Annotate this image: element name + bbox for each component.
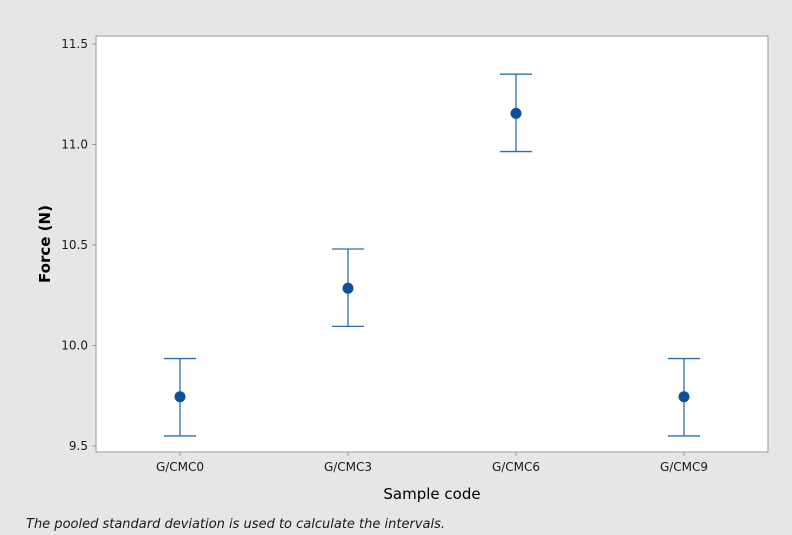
plot-area: [95, 35, 769, 453]
x-tick-label: G/CMC9: [660, 460, 708, 474]
x-tick-label: G/CMC6: [492, 460, 540, 474]
y-tick-label: 10.0: [61, 338, 88, 352]
x-tick-label: G/CMC0: [156, 460, 204, 474]
x-axis: G/CMC0 G/CMC3 G/CMC6 G/CMC9: [156, 452, 708, 474]
footnote: The pooled standard deviation is used to…: [26, 517, 445, 532]
x-axis-title: Sample code: [383, 485, 480, 503]
y-axis-title: Force (N): [36, 205, 54, 283]
mean-point: [342, 282, 354, 294]
mean-point: [510, 107, 522, 119]
interval-series: [164, 73, 700, 437]
y-tick-label: 10.5: [61, 238, 88, 252]
y-tick-label: 11.5: [61, 37, 88, 51]
y-tick-label: 9.5: [69, 439, 88, 453]
mean-point: [174, 391, 186, 403]
mean-point: [678, 391, 690, 403]
y-axis: 9.5 10.0 10.5 11.0 11.5: [61, 37, 96, 453]
x-tick-label: G/CMC3: [324, 460, 372, 474]
y-tick-label: 11.0: [61, 138, 88, 152]
